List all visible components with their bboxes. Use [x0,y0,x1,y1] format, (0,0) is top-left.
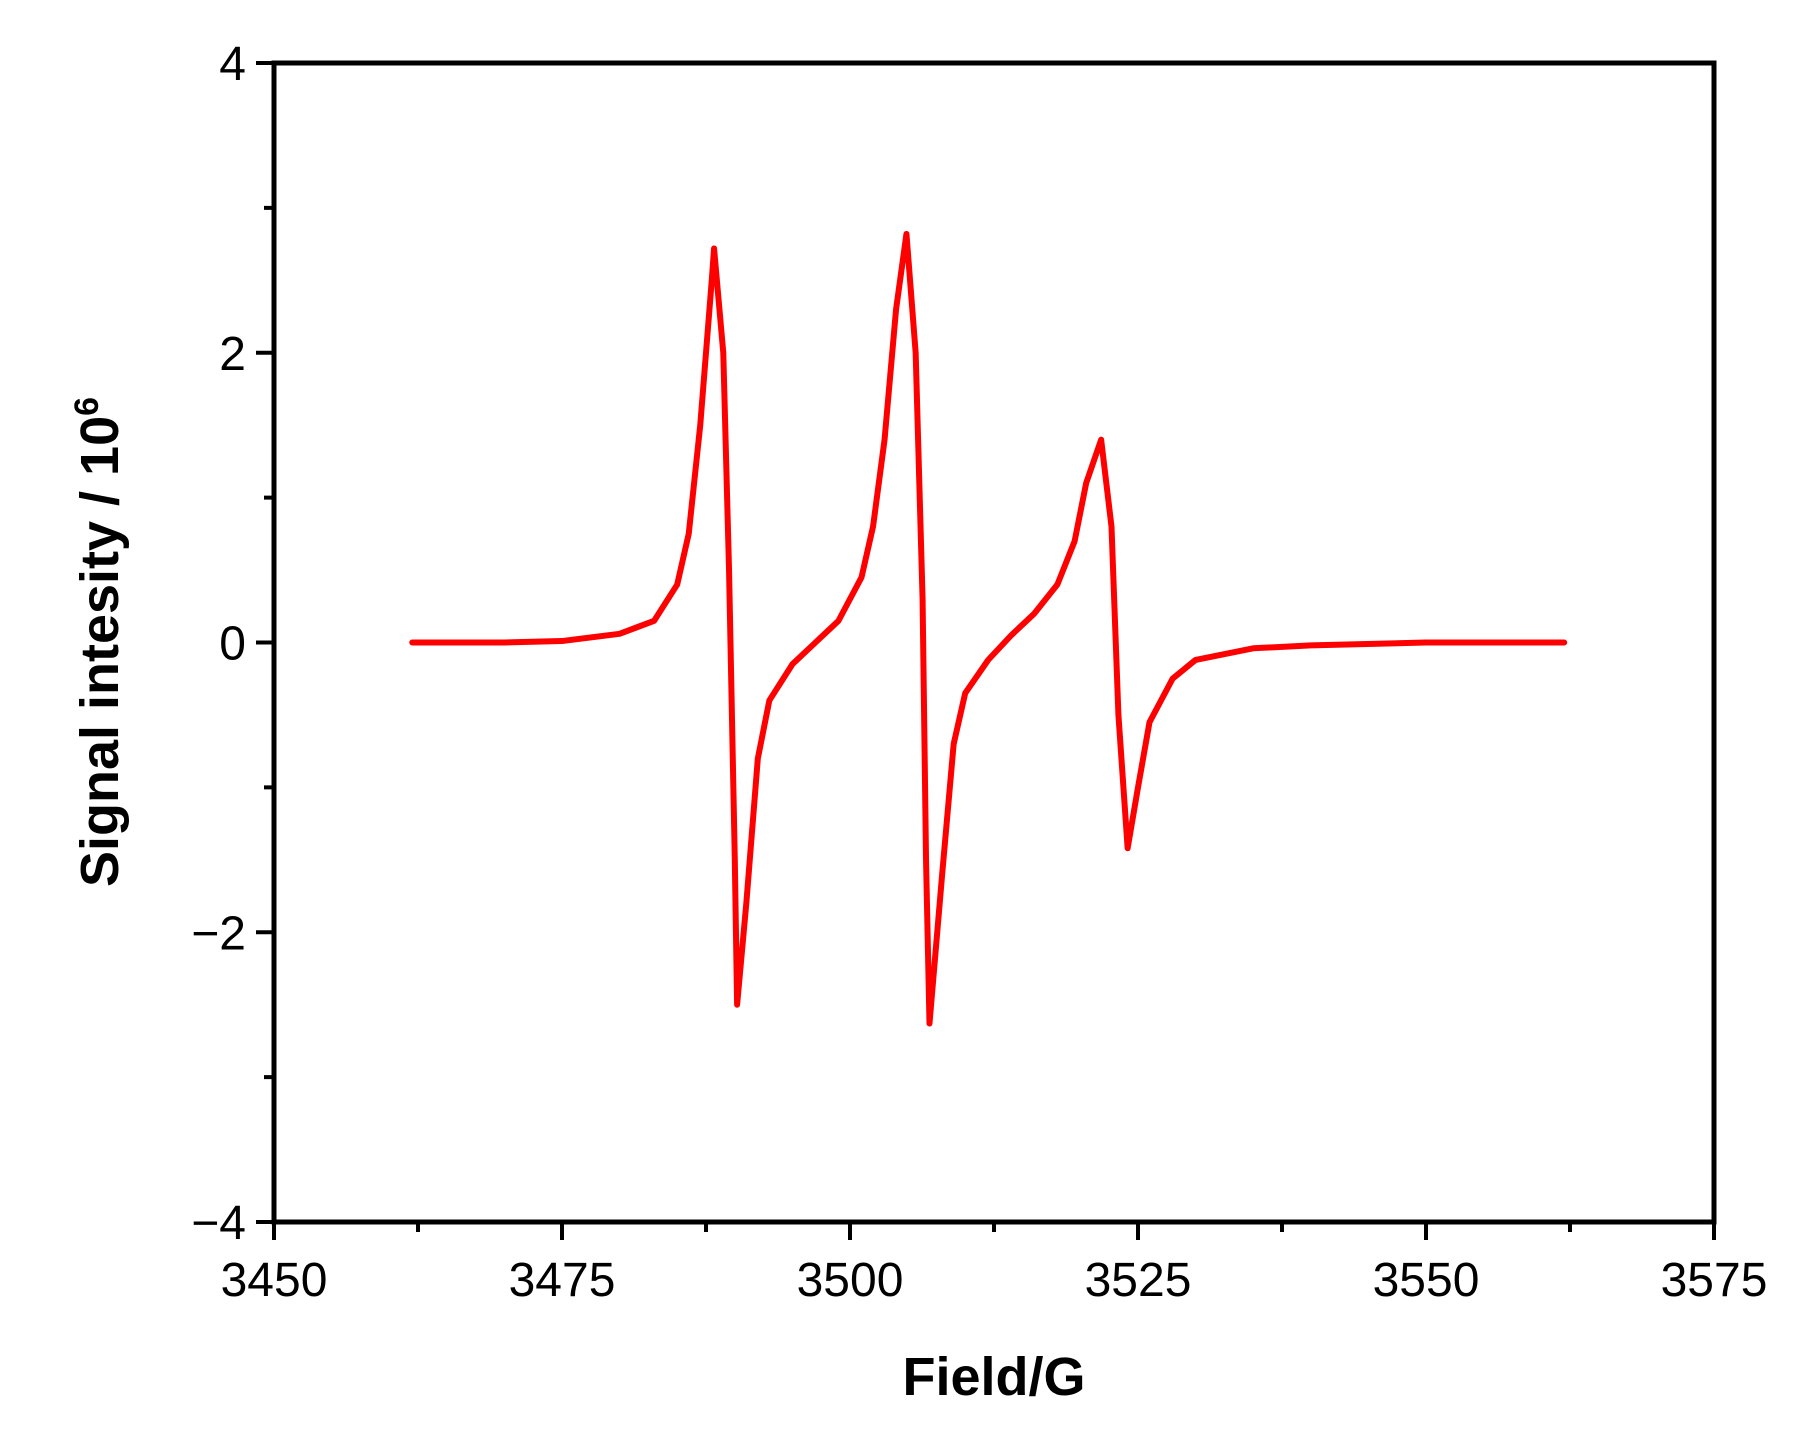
x-tick-label: 3575 [1661,1254,1768,1307]
y-tick-label: −2 [191,907,246,960]
data-line [409,230,1568,1027]
x-tick-label: 3500 [797,1254,904,1307]
plot-frame [271,60,1717,1225]
y-tick-label: 4 [219,38,246,91]
y-axis-label-exponent: 6 [68,397,106,416]
x-tick-label: 3475 [509,1254,616,1307]
x-tick-label: 3450 [221,1254,328,1307]
x-axis-label: Field/G [902,1347,1085,1407]
x-tick-label: 3550 [1373,1254,1480,1307]
y-axis-label-text: Signal intesity / 10 [70,416,130,887]
y-axis-label: Signal intesity / 106 [68,397,130,887]
y-tick-label: 2 [219,328,246,381]
y-tick-label: 0 [219,618,246,671]
x-tick-label: 3525 [1085,1254,1192,1307]
y-tick-label: −4 [191,1197,246,1250]
